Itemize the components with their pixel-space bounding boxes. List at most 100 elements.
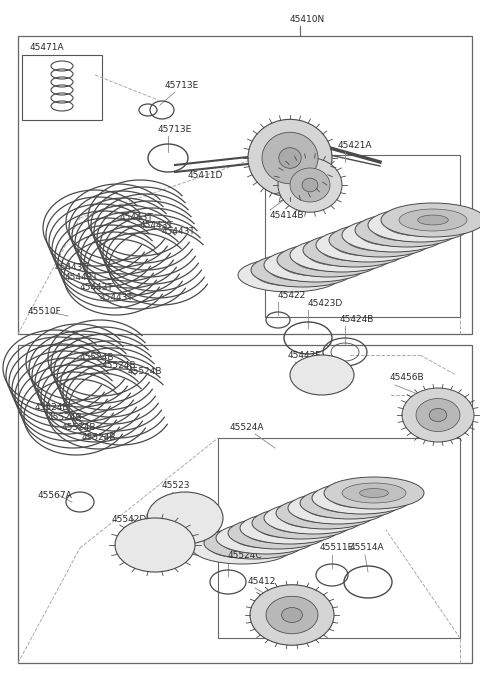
Ellipse shape: [115, 518, 195, 572]
Ellipse shape: [348, 493, 376, 502]
Ellipse shape: [228, 517, 328, 549]
Text: 45524B: 45524B: [35, 404, 70, 412]
Ellipse shape: [159, 500, 211, 536]
Ellipse shape: [262, 132, 318, 184]
Text: 45523: 45523: [162, 481, 191, 489]
Text: 45412: 45412: [248, 577, 276, 587]
Ellipse shape: [251, 253, 355, 287]
Ellipse shape: [222, 533, 286, 553]
Ellipse shape: [295, 249, 363, 271]
Ellipse shape: [314, 255, 344, 265]
Text: 45524B: 45524B: [102, 360, 136, 370]
Ellipse shape: [329, 223, 433, 257]
Ellipse shape: [288, 492, 388, 524]
Ellipse shape: [170, 508, 200, 528]
Bar: [218, 438, 460, 638]
Ellipse shape: [399, 209, 467, 231]
Text: 45511E: 45511E: [320, 544, 354, 552]
Ellipse shape: [234, 528, 298, 548]
Ellipse shape: [276, 523, 304, 533]
Ellipse shape: [216, 522, 316, 554]
Ellipse shape: [342, 218, 446, 252]
Ellipse shape: [294, 503, 358, 523]
Ellipse shape: [228, 544, 256, 552]
Ellipse shape: [279, 147, 301, 168]
Ellipse shape: [282, 508, 346, 528]
Text: 45542D: 45542D: [112, 516, 147, 525]
Text: 45443T: 45443T: [100, 293, 134, 302]
Ellipse shape: [310, 368, 334, 382]
Ellipse shape: [321, 239, 389, 261]
Ellipse shape: [204, 527, 304, 559]
Text: 45524B: 45524B: [48, 414, 83, 422]
Text: 45524B: 45524B: [128, 368, 163, 377]
Text: 45421A: 45421A: [338, 141, 372, 149]
Text: 45510F: 45510F: [28, 308, 62, 316]
Ellipse shape: [264, 248, 368, 282]
Text: 45410N: 45410N: [290, 16, 325, 24]
Ellipse shape: [342, 483, 406, 503]
Text: 45443T: 45443T: [80, 283, 114, 293]
Ellipse shape: [379, 230, 409, 240]
Ellipse shape: [330, 488, 394, 508]
Ellipse shape: [308, 244, 376, 266]
Ellipse shape: [250, 585, 334, 645]
Ellipse shape: [405, 220, 435, 230]
Ellipse shape: [429, 408, 447, 422]
Text: 45456B: 45456B: [390, 374, 425, 383]
Ellipse shape: [353, 240, 384, 250]
Text: 45514A: 45514A: [350, 544, 384, 552]
Ellipse shape: [147, 492, 223, 544]
Text: 45424B: 45424B: [340, 316, 374, 324]
Ellipse shape: [270, 513, 334, 533]
Text: 45442F: 45442F: [288, 352, 322, 360]
Ellipse shape: [137, 533, 173, 557]
Ellipse shape: [300, 362, 344, 388]
Ellipse shape: [238, 258, 342, 292]
Ellipse shape: [192, 532, 292, 564]
Text: 45567A: 45567A: [38, 491, 73, 500]
Ellipse shape: [312, 508, 340, 518]
Bar: [18, 36, 472, 334]
Ellipse shape: [256, 264, 324, 286]
Ellipse shape: [336, 498, 364, 508]
Ellipse shape: [386, 214, 454, 236]
Text: 45411D: 45411D: [188, 170, 223, 180]
Ellipse shape: [300, 487, 400, 519]
Ellipse shape: [366, 235, 396, 245]
Text: 45443T: 45443T: [140, 220, 174, 229]
Ellipse shape: [302, 178, 318, 192]
Ellipse shape: [276, 497, 376, 529]
Ellipse shape: [347, 229, 415, 251]
Ellipse shape: [252, 507, 352, 539]
Ellipse shape: [300, 260, 331, 270]
Text: 45524B: 45524B: [82, 433, 117, 443]
Ellipse shape: [402, 388, 474, 442]
Text: 45524B: 45524B: [80, 354, 115, 362]
Ellipse shape: [288, 265, 318, 275]
Ellipse shape: [264, 529, 292, 537]
Text: 45713E: 45713E: [158, 126, 192, 135]
Ellipse shape: [240, 539, 268, 548]
Ellipse shape: [258, 518, 322, 538]
Ellipse shape: [288, 518, 316, 527]
Ellipse shape: [312, 482, 412, 514]
Ellipse shape: [392, 225, 422, 235]
Text: 45443T: 45443T: [55, 264, 89, 272]
Text: 45524A: 45524A: [230, 423, 264, 433]
Text: 45414B: 45414B: [270, 210, 304, 220]
Text: 45443T: 45443T: [120, 214, 154, 222]
Ellipse shape: [416, 398, 460, 431]
Text: 45524B: 45524B: [62, 423, 96, 433]
Ellipse shape: [246, 523, 310, 543]
Text: 45471A: 45471A: [30, 43, 65, 53]
Ellipse shape: [324, 504, 352, 512]
Ellipse shape: [252, 533, 280, 543]
Ellipse shape: [264, 502, 364, 534]
Text: 45524C: 45524C: [228, 550, 263, 560]
Ellipse shape: [269, 259, 337, 281]
Ellipse shape: [360, 489, 388, 498]
Ellipse shape: [277, 243, 381, 277]
Ellipse shape: [282, 608, 302, 623]
Text: 45443T: 45443T: [65, 274, 99, 283]
